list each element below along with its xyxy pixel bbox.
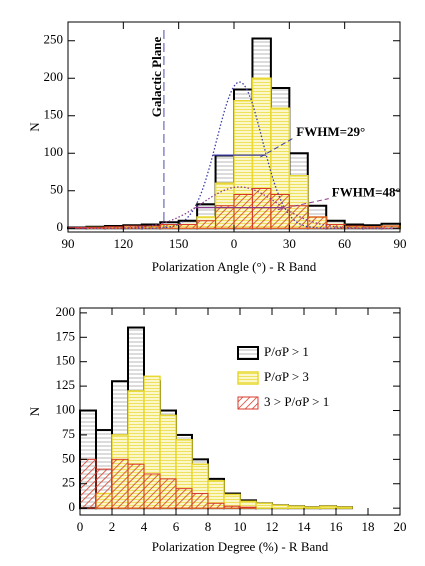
histogram-bar bbox=[191, 493, 209, 509]
x-tick-label: 30 bbox=[283, 236, 296, 251]
histogram-bar bbox=[127, 463, 145, 509]
histogram-bar bbox=[95, 468, 113, 509]
y-tick-label: 200 bbox=[56, 304, 76, 319]
y-axis-label: N bbox=[27, 406, 42, 416]
y-tick-label: 250 bbox=[44, 32, 64, 47]
y-tick-label: 125 bbox=[56, 377, 76, 392]
histogram-bar bbox=[111, 458, 129, 509]
histogram-bar bbox=[251, 188, 272, 229]
y-tick-label: 0 bbox=[69, 499, 76, 514]
x-tick-label: 150 bbox=[169, 236, 189, 251]
histogram-bar bbox=[288, 205, 309, 229]
histogram-bar bbox=[255, 502, 273, 509]
x-tick-label: 10 bbox=[234, 519, 247, 534]
x-tick-label: 60 bbox=[338, 236, 351, 251]
histogram-bar bbox=[319, 505, 337, 509]
histogram-bar bbox=[335, 506, 353, 509]
x-tick-label: 6 bbox=[173, 519, 180, 534]
histogram-bar bbox=[215, 205, 235, 229]
x-tick-label: 8 bbox=[205, 519, 212, 534]
histogram-bar bbox=[303, 506, 321, 509]
histogram-bar bbox=[271, 504, 289, 509]
galactic-plane-label: Galactic Plane bbox=[149, 37, 164, 118]
fit-label: FWHM=48° bbox=[332, 185, 401, 200]
legend-swatch bbox=[237, 396, 259, 410]
legend-label: P/σP > 3 bbox=[264, 369, 309, 384]
y-tick-label: 100 bbox=[56, 402, 76, 417]
x-tick-label: 2 bbox=[109, 519, 116, 534]
x-axis-label: Polarization Angle (°) - R Band bbox=[152, 259, 317, 274]
legend-swatch bbox=[237, 346, 259, 360]
y-tick-label: 25 bbox=[62, 475, 75, 490]
y-tick-label: 50 bbox=[50, 182, 63, 197]
fit-label: FWHM=29° bbox=[296, 124, 365, 139]
y-tick-label: 175 bbox=[56, 328, 76, 343]
histogram-bar bbox=[143, 473, 161, 509]
y-axis-label: N bbox=[27, 122, 42, 132]
x-tick-label: 90 bbox=[394, 236, 407, 251]
legend-label: P/σP > 1 bbox=[264, 344, 309, 359]
x-tick-label: 0 bbox=[231, 236, 238, 251]
histogram-bar bbox=[207, 502, 225, 509]
histogram-bar bbox=[175, 488, 193, 509]
histogram-bar bbox=[287, 505, 305, 509]
annotation-leader bbox=[260, 137, 294, 158]
x-tick-label: 120 bbox=[114, 236, 134, 251]
x-tick-label: 90 bbox=[62, 236, 75, 251]
histogram-bar bbox=[159, 478, 177, 509]
y-tick-label: 0 bbox=[57, 219, 64, 234]
x-tick-label: 14 bbox=[298, 519, 312, 534]
histogram-bar bbox=[141, 225, 161, 229]
legend-label: 3 > P/σP > 1 bbox=[264, 394, 329, 409]
histogram-bar bbox=[178, 224, 198, 229]
histogram-bar bbox=[196, 220, 217, 229]
x-tick-label: 18 bbox=[362, 519, 375, 534]
x-tick-label: 4 bbox=[141, 519, 148, 534]
x-tick-label: 12 bbox=[266, 519, 279, 534]
y-tick-label: 150 bbox=[56, 353, 76, 368]
histogram-bar bbox=[223, 505, 241, 509]
annotation-leader bbox=[277, 198, 329, 211]
legend-swatch bbox=[237, 371, 259, 385]
x-axis-label: Polarization Degree (%) - R Band bbox=[152, 539, 329, 554]
y-tick-label: 75 bbox=[62, 426, 75, 441]
y-tick-label: 50 bbox=[62, 450, 75, 465]
y-tick-label: 150 bbox=[44, 107, 64, 122]
histogram-bar bbox=[239, 506, 257, 509]
x-tick-label: 0 bbox=[77, 519, 84, 534]
y-tick-label: 200 bbox=[44, 69, 64, 84]
histogram-bar bbox=[233, 194, 253, 229]
y-tick-label: 100 bbox=[44, 144, 64, 159]
x-tick-label: 16 bbox=[330, 519, 344, 534]
x-tick-label: 20 bbox=[394, 519, 407, 534]
